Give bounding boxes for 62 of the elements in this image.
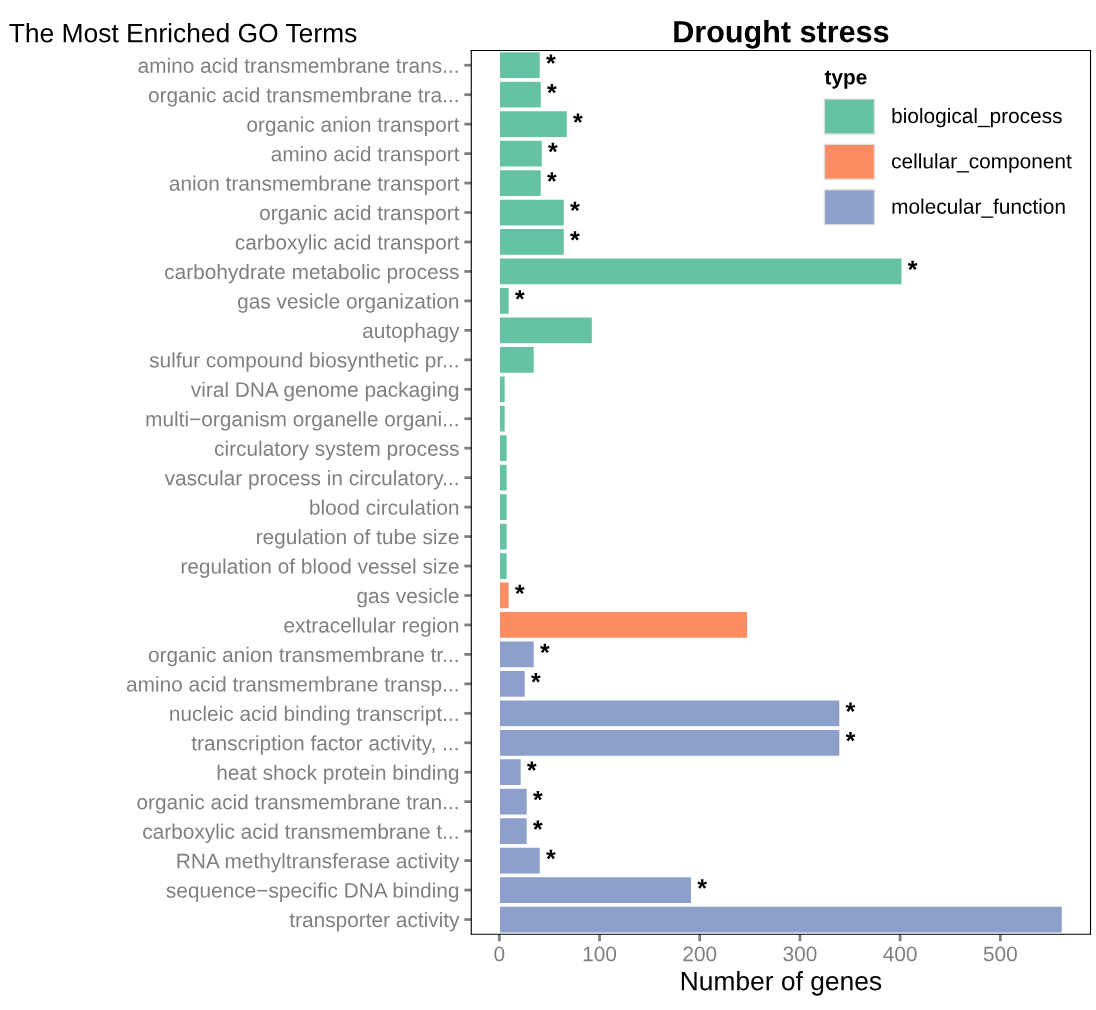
y-tick-label: amino acid transmembrane transp... xyxy=(126,676,458,696)
data-label: * xyxy=(547,83,557,94)
data-label: * xyxy=(907,260,918,270)
y-tick-label: organic anion transport xyxy=(247,116,460,137)
y-tick-label: multi−organism organelle organi... xyxy=(146,411,458,431)
x-axis-title: Number of genes xyxy=(681,971,882,996)
y-tick-label: transporter activity xyxy=(289,911,460,932)
data-label: * xyxy=(845,702,856,712)
data-label: * xyxy=(547,172,557,182)
data-label: * xyxy=(697,879,707,889)
y-tick-label: regulation of tube size xyxy=(257,529,459,549)
y-tick-label: organic acid transport xyxy=(260,204,460,225)
x-tick-label: 500 xyxy=(983,946,1017,962)
data-label: * xyxy=(570,201,580,212)
data-label: * xyxy=(546,849,556,860)
y-tick-label: viral DNA genome packaging xyxy=(190,381,459,402)
data-label: * xyxy=(514,290,525,300)
y-tick-label: organic anion transmembrane tr... xyxy=(148,646,458,667)
y-tick-label: organic acid transmembrane tran... xyxy=(137,794,458,814)
y-tick-label: carbohydrate metabolic process xyxy=(165,263,459,284)
x-tick-label: 400 xyxy=(883,946,917,962)
y-tick-label: gas vesicle xyxy=(357,587,459,608)
y-tick-label: organic acid transmembrane tra... xyxy=(148,87,458,107)
data-label: * xyxy=(540,643,550,653)
data-label: * xyxy=(546,54,556,64)
data-label: * xyxy=(514,584,525,595)
y-tick-label: gas vesicle organization xyxy=(238,293,459,313)
y-tick-label: sulfur compound biosynthetic pr... xyxy=(149,352,458,372)
data-label: * xyxy=(570,231,580,241)
y-tick-label: autophagy xyxy=(363,322,460,343)
y-tick-label: vascular process in circulatory... xyxy=(164,470,458,490)
y-tick-label: anion transmembrane transport xyxy=(169,175,460,195)
data-label: * xyxy=(548,142,558,153)
data-label: * xyxy=(531,673,541,683)
y-tick-label: sequence−specific DNA binding xyxy=(166,882,459,902)
legend-label: biological_process xyxy=(892,107,1062,128)
chart-title: Drought stress xyxy=(674,20,889,49)
x-tick-label: 300 xyxy=(783,946,817,962)
data-label: * xyxy=(573,113,583,123)
y-tick-label: circulatory system process xyxy=(214,440,459,461)
legend-title: type xyxy=(824,70,867,89)
legend-label: molecular_function xyxy=(892,198,1065,218)
y-tick-label: carboxylic acid transport xyxy=(235,234,460,254)
y-tick-label: blood circulation xyxy=(310,499,459,515)
x-tick-label: 200 xyxy=(683,946,717,962)
y-tick-label: transcription factor activity, ... xyxy=(191,735,458,755)
y-tick-label: heat shock protein binding xyxy=(217,764,459,785)
y-tick-label: extracellular region xyxy=(284,617,459,637)
x-tick-label: 100 xyxy=(583,946,617,962)
data-label: * xyxy=(533,790,543,801)
data-label: * xyxy=(527,761,537,771)
data-label: * xyxy=(533,820,543,830)
y-tick-label: amino acid transmembrane trans... xyxy=(138,57,458,73)
legend-label: cellular_component xyxy=(892,153,1072,173)
data-label: * xyxy=(845,732,856,742)
y-tick-label: regulation of blood vessel size xyxy=(181,558,459,578)
y-tick-label: carboxylic acid transmembrane t... xyxy=(143,823,458,844)
x-tick-label: 0 xyxy=(494,946,505,962)
text: The Most Enriched GO Terms xyxy=(9,23,357,43)
y-tick-label: RNA methyltransferase activity xyxy=(177,853,460,873)
y-tick-label: amino acid transport xyxy=(271,146,460,166)
y-tick-label: nucleic acid binding transcript... xyxy=(170,705,458,726)
